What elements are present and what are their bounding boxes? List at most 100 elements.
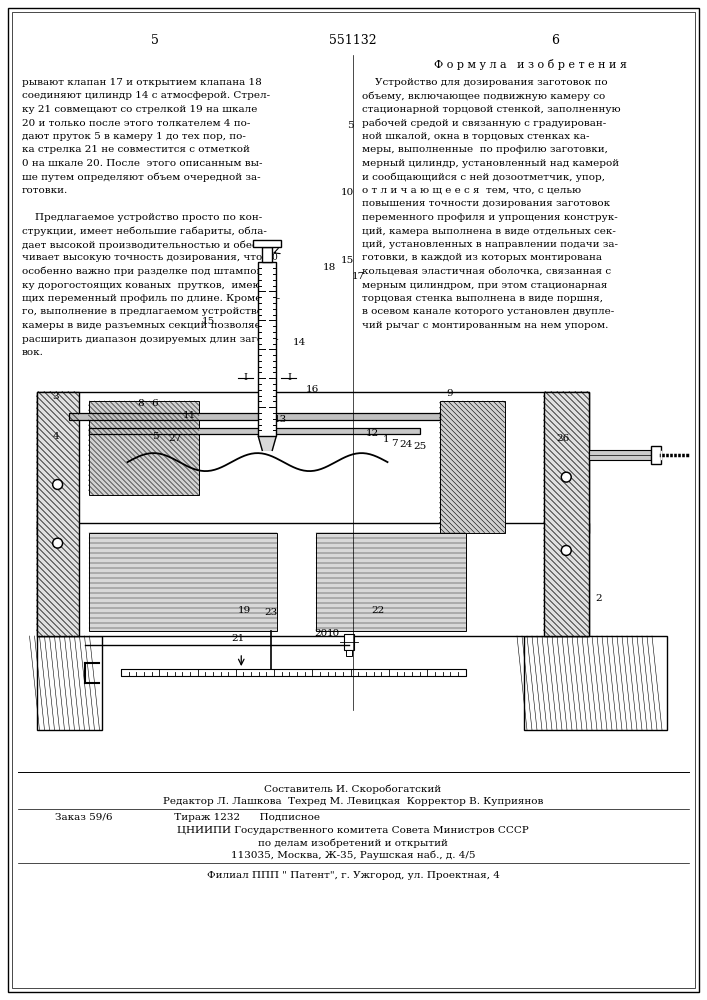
- Bar: [253, 240, 281, 247]
- Text: I: I: [287, 373, 291, 382]
- Bar: [346, 650, 351, 656]
- Text: 27: 27: [168, 434, 182, 443]
- Bar: [650, 446, 661, 464]
- Bar: [544, 392, 589, 636]
- Polygon shape: [258, 436, 276, 450]
- Text: 551132: 551132: [329, 33, 377, 46]
- Bar: [37, 636, 102, 730]
- Text: меры, выполненные  по профилю заготовки,: меры, выполненные по профилю заготовки,: [362, 145, 608, 154]
- Text: 6: 6: [151, 399, 158, 408]
- Text: 5: 5: [347, 121, 354, 130]
- Text: камеры в виде разъемных секций позволяет: камеры в виде разъемных секций позволяет: [22, 321, 267, 330]
- Text: 113035, Москва, Ж-35, Раушская наб., д. 4/5: 113035, Москва, Ж-35, Раушская наб., д. …: [230, 851, 475, 860]
- Text: Филиал ППП " Патент", г. Ужгород, ул. Проектная, 4: Филиал ППП " Патент", г. Ужгород, ул. Пр…: [206, 871, 499, 880]
- Circle shape: [52, 479, 63, 489]
- Text: готовки, в каждой из которых монтирована: готовки, в каждой из которых монтирована: [362, 253, 602, 262]
- Text: повышения точности дозирования заготовок: повышения точности дозирования заготовок: [362, 200, 610, 209]
- Text: в осевом канале которого установлен двупле-: в осевом канале которого установлен двуп…: [362, 308, 614, 316]
- Bar: [440, 401, 505, 533]
- Text: 18: 18: [322, 263, 336, 272]
- Text: 5: 5: [152, 432, 159, 441]
- Bar: [88, 428, 420, 434]
- Text: 1: 1: [383, 435, 390, 444]
- Text: Составитель И. Скоробогатский: Составитель И. Скоробогатский: [264, 784, 442, 794]
- Text: 23: 23: [264, 608, 277, 617]
- Bar: [121, 669, 465, 676]
- Text: 26: 26: [556, 434, 570, 443]
- Text: 13: 13: [274, 415, 287, 424]
- Text: ций, установленных в направлении подачи за-: ций, установленных в направлении подачи …: [362, 240, 618, 249]
- Bar: [37, 523, 589, 636]
- Text: 15: 15: [341, 256, 354, 265]
- Text: Ф о р м у л а   и з о б р е т е н и я: Ф о р м у л а и з о б р е т е н и я: [433, 60, 626, 70]
- Bar: [69, 413, 440, 420]
- Text: 6: 6: [551, 33, 559, 46]
- Circle shape: [561, 472, 571, 482]
- Text: 0: 0: [271, 253, 277, 262]
- Bar: [88, 533, 277, 631]
- Bar: [589, 450, 650, 460]
- Text: расширить диапазон дозируемых длин загото-: расширить диапазон дозируемых длин загот…: [22, 334, 279, 344]
- Bar: [344, 634, 354, 650]
- Text: 25: 25: [414, 442, 426, 451]
- Text: ций, камера выполнена в виде отдельных сек-: ций, камера выполнена в виде отдельных с…: [362, 227, 616, 235]
- Text: чивает высокую точность дозирования, что: чивает высокую точность дозирования, что: [22, 253, 262, 262]
- Circle shape: [54, 481, 61, 488]
- Text: ЦНИИПИ Государственного комитета Совета Министров СССР: ЦНИИПИ Государственного комитета Совета …: [177, 826, 529, 835]
- Text: объему, включающее подвижную камеру со: объему, включающее подвижную камеру со: [362, 92, 605, 101]
- Circle shape: [561, 545, 571, 555]
- Text: мерным цилиндром, при этом стационарная: мерным цилиндром, при этом стационарная: [362, 280, 607, 290]
- Text: 22: 22: [371, 606, 385, 615]
- Text: 8: 8: [137, 399, 144, 408]
- Text: щих переменный профиль по длине. Кроме то-: щих переменный профиль по длине. Кроме т…: [22, 294, 280, 303]
- Text: рывают клапан 17 и открытием клапана 18: рывают клапан 17 и открытием клапана 18: [22, 78, 262, 87]
- Text: 15: 15: [202, 317, 216, 326]
- Text: и сообщающийся с ней дозоотметчик, упор,: и сообщающийся с ней дозоотметчик, упор,: [362, 172, 605, 182]
- Text: го, выполнение в предлагаемом устройстве: го, выполнение в предлагаемом устройстве: [22, 308, 263, 316]
- Bar: [37, 392, 78, 636]
- Text: 10: 10: [341, 188, 354, 197]
- Text: Заказ 59/6                   Тираж 1232      Подписное: Заказ 59/6 Тираж 1232 Подписное: [55, 813, 320, 822]
- Text: ной шкалой, окна в торцовых стенках ка-: ной шкалой, окна в торцовых стенках ка-: [362, 132, 590, 141]
- Text: 9: 9: [446, 389, 452, 398]
- Text: переменного профиля и упрощения конструк-: переменного профиля и упрощения конструк…: [362, 213, 618, 222]
- Text: 5: 5: [151, 33, 159, 46]
- Text: стационарной торцовой стенкой, заполненную: стационарной торцовой стенкой, заполненн…: [362, 105, 621, 114]
- Text: 7: 7: [391, 439, 397, 448]
- Text: 14: 14: [293, 338, 306, 347]
- Text: дают пруток 5 в камеру 1 до тех пор, по-: дают пруток 5 в камеру 1 до тех пор, по-: [22, 132, 246, 141]
- Text: ку 21 совмещают со стрелкой 19 на шкале: ку 21 совмещают со стрелкой 19 на шкале: [22, 105, 257, 114]
- Text: 12: 12: [366, 429, 379, 438]
- Text: 24: 24: [399, 440, 412, 449]
- Text: вок.: вок.: [22, 348, 44, 357]
- Text: Устройство для дозирования заготовок по: Устройство для дозирования заготовок по: [362, 78, 607, 87]
- Text: 20 и только после этого толкателем 4 по-: 20 и только после этого толкателем 4 по-: [22, 118, 250, 127]
- Text: 17: 17: [351, 272, 365, 281]
- Text: 21: 21: [231, 634, 245, 643]
- Text: соединяют цилиндр 14 с атмосферой. Стрел-: соединяют цилиндр 14 с атмосферой. Стрел…: [22, 92, 270, 101]
- Text: I: I: [243, 373, 247, 382]
- Bar: [262, 247, 272, 262]
- Text: струкции, имеет небольшие габариты, обла-: струкции, имеет небольшие габариты, обла…: [22, 227, 267, 236]
- Circle shape: [52, 538, 63, 548]
- Text: ку дорогостоящих кованых  прутков,  имею-: ку дорогостоящих кованых прутков, имею-: [22, 280, 265, 290]
- Text: 2: 2: [595, 594, 602, 603]
- Bar: [316, 533, 465, 631]
- Circle shape: [563, 474, 570, 481]
- Text: 4: 4: [53, 432, 59, 441]
- Text: Редактор Л. Лашкова  Техред М. Левицкая  Корректор В. Куприянов: Редактор Л. Лашкова Техред М. Левицкая К…: [163, 797, 543, 806]
- Text: кольцевая эластичная оболочка, связанная с: кольцевая эластичная оболочка, связанная…: [362, 267, 611, 276]
- Text: 20: 20: [314, 629, 327, 638]
- Text: ше путем определяют объем очередной за-: ше путем определяют объем очередной за-: [22, 172, 261, 182]
- Circle shape: [563, 547, 570, 554]
- Text: 16: 16: [306, 385, 320, 394]
- Text: 3: 3: [53, 392, 59, 401]
- Bar: [258, 262, 276, 436]
- Text: торцовая стенка выполнена в виде поршня,: торцовая стенка выполнена в виде поршня,: [362, 294, 603, 303]
- Bar: [37, 392, 589, 533]
- Bar: [88, 401, 199, 495]
- Text: 10: 10: [327, 629, 340, 638]
- Text: по делам изобретений и открытий: по делам изобретений и открытий: [258, 839, 448, 848]
- Text: мерный цилиндр, установленный над камерой: мерный цилиндр, установленный над камеро…: [362, 159, 619, 168]
- Text: 0 на шкале 20. После  этого описанным вы-: 0 на шкале 20. После этого описанным вы-: [22, 159, 262, 168]
